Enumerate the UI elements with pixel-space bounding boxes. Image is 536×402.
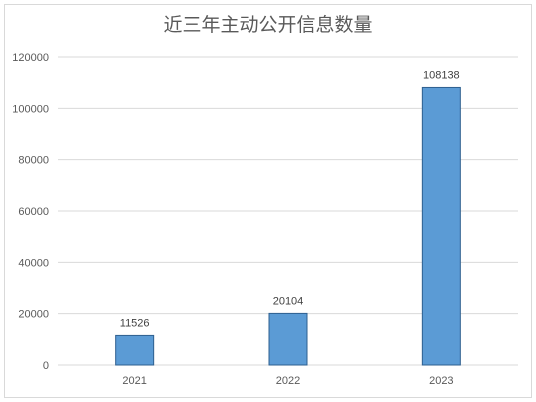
y-axis-ticks: 0 20000 40000 60000 80000 100000 120000 [12, 52, 49, 372]
y-tick-label: 40000 [18, 257, 49, 269]
x-axis-ticks: 2021 2022 2023 [122, 375, 453, 387]
chart-title: 近三年主动公开信息数量 [163, 14, 373, 36]
bars [115, 86, 461, 366]
data-label-2023: 108138 [423, 69, 460, 81]
x-tick-label-2022: 2022 [276, 375, 300, 387]
y-tick-label: 60000 [18, 206, 49, 218]
bar-2022 [268, 312, 308, 366]
y-tick-label: 80000 [18, 155, 49, 167]
y-tick-label: 120000 [12, 52, 49, 64]
y-tick-label: 100000 [12, 103, 49, 115]
y-tick-label: 20000 [18, 309, 49, 321]
bar-2021 [115, 334, 155, 366]
x-tick-label-2023: 2023 [429, 375, 453, 387]
data-label-2021: 11526 [120, 317, 150, 329]
data-labels: 11526 20104 108138 [120, 69, 460, 329]
y-tick-label: 0 [43, 360, 49, 372]
bar-2023 [421, 86, 461, 366]
data-label-2022: 20104 [273, 295, 304, 307]
x-tick-label-2021: 2021 [122, 375, 146, 387]
